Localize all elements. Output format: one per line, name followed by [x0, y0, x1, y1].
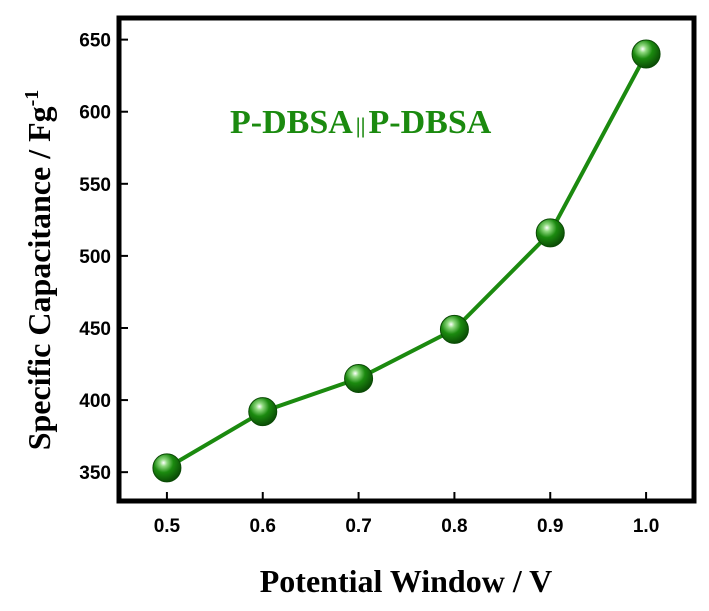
y-axis-title-superscript: -1 — [21, 90, 43, 107]
y-tick-label: 500 — [79, 247, 111, 268]
series-line — [165, 53, 648, 470]
x-tick-label: 1.0 — [633, 516, 659, 537]
x-axis-ticks: 0.5 0.6 0.7 0.8 0.9 1.0 — [154, 492, 659, 537]
data-point — [248, 397, 278, 427]
annotation-separator: || — [356, 113, 366, 138]
data-point — [439, 314, 469, 344]
data-series — [152, 39, 661, 483]
data-point — [152, 453, 182, 483]
chart-annotation: P-DBSA ||P-DBSA — [230, 104, 492, 141]
y-tick-label: 650 — [79, 31, 111, 52]
data-point — [344, 363, 374, 393]
annotation-left: P-DBSA — [230, 104, 353, 141]
y-tick-label: 600 — [79, 103, 111, 124]
data-point — [535, 218, 565, 248]
x-tick-label: 0.8 — [441, 516, 467, 537]
y-axis-title-text: Specific Capacitance / Fg — [21, 106, 57, 450]
plot-frame — [116, 15, 697, 504]
x-tick-label: 0.7 — [345, 516, 371, 537]
annotation-right: P-DBSA — [369, 104, 492, 141]
y-tick-label: 400 — [79, 391, 111, 412]
y-axis-ticks: 350 400 450 500 550 600 650 — [79, 31, 128, 484]
x-tick-label: 0.9 — [537, 516, 563, 537]
data-point — [631, 39, 661, 69]
x-tick-label: 0.6 — [250, 516, 276, 537]
x-tick-label: 0.5 — [154, 516, 181, 537]
y-axis-title: Specific Capacitance / Fg-1 — [21, 90, 57, 451]
y-tick-label: 450 — [79, 319, 111, 340]
x-axis-title: Potential Window / V — [260, 563, 553, 599]
y-tick-label: 350 — [79, 463, 111, 484]
y-tick-label: 550 — [79, 175, 111, 196]
